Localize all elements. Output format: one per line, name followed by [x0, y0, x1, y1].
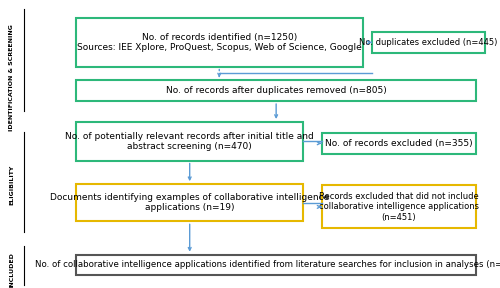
Text: No. of records identified (n=1250)
Sources: IEE Xplore, ProQuest, Scopus, Web of: No. of records identified (n=1250) Sourc… — [77, 33, 362, 52]
FancyBboxPatch shape — [76, 184, 304, 221]
Text: No. of potentially relevant records after initial title and
abstract screening (: No. of potentially relevant records afte… — [66, 132, 314, 151]
Text: No. of records after duplicates removed (n=805): No. of records after duplicates removed … — [166, 86, 386, 95]
Text: INCLUDED: INCLUDED — [10, 252, 14, 288]
FancyBboxPatch shape — [322, 185, 476, 228]
FancyBboxPatch shape — [76, 18, 362, 67]
Text: ELIGIBILITY: ELIGIBILITY — [10, 164, 14, 204]
Text: No. duplicates excluded (n=445): No. duplicates excluded (n=445) — [360, 38, 498, 47]
FancyBboxPatch shape — [76, 255, 476, 275]
Text: Records excluded that did not include
collaborative intelligence applications
(n: Records excluded that did not include co… — [319, 192, 479, 222]
FancyBboxPatch shape — [76, 80, 476, 101]
FancyBboxPatch shape — [372, 32, 486, 53]
FancyBboxPatch shape — [76, 122, 304, 161]
Text: IDENTIFICATION & SCREENING: IDENTIFICATION & SCREENING — [10, 24, 14, 131]
Text: No. of records excluded (n=355): No. of records excluded (n=355) — [325, 139, 473, 148]
FancyBboxPatch shape — [322, 133, 476, 154]
Text: Documents identifying examples of collaborative intelligence
applications (n=19): Documents identifying examples of collab… — [50, 193, 330, 213]
Text: No. of collaborative intelligence applications identified from literature search: No. of collaborative intelligence applic… — [36, 260, 500, 270]
